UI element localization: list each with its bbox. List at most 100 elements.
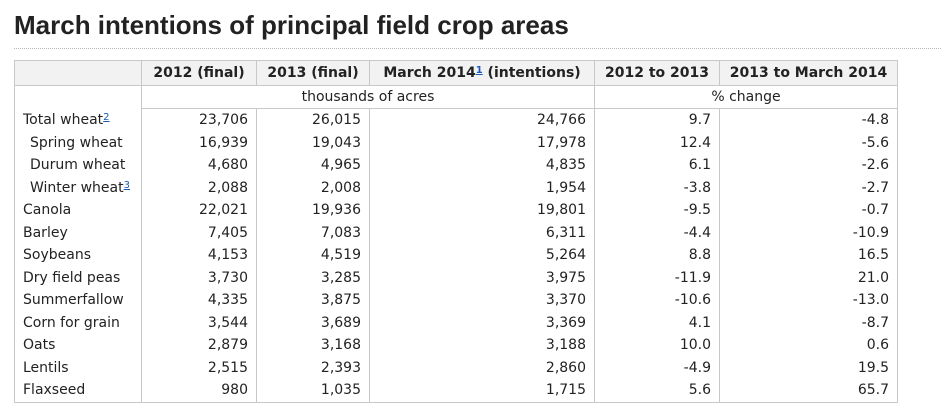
row-label-text: Spring wheat xyxy=(30,134,123,151)
row-label-text: Corn for grain xyxy=(23,314,120,331)
table-row: Dry field peas 3,730 3,285 3,975 -11.9 21.0 xyxy=(14,266,898,289)
value-2013: 1,035 xyxy=(256,379,370,403)
value-2014: 3,188 xyxy=(369,334,595,357)
value-2012: 2,515 xyxy=(141,356,257,379)
footnote-link-1[interactable]: 1 xyxy=(475,65,483,76)
change-2013-2014: 65.7 xyxy=(719,379,898,403)
value-2013: 2,008 xyxy=(256,176,370,199)
row-label-text: Summerfallow xyxy=(23,292,124,309)
change-2013-2014: -4.8 xyxy=(719,108,898,132)
footnote-link[interactable]: 2 xyxy=(103,112,110,123)
header-2014-label: March 2014 xyxy=(383,65,476,81)
table-row: Soybeans 4,153 4,519 5,264 8.8 16.5 xyxy=(14,244,898,267)
row-label: Soybeans xyxy=(14,244,142,267)
value-2013: 2,393 xyxy=(256,356,370,379)
value-2014: 1,954 xyxy=(369,176,595,199)
header-2014: March 20141 (intentions) xyxy=(369,60,595,86)
value-2013: 4,519 xyxy=(256,244,370,267)
column-header-row: 2012 (final) 2013 (final) March 20141 (i… xyxy=(14,60,898,86)
table-row: Lentils 2,515 2,393 2,860 -4.9 19.5 xyxy=(14,356,898,379)
header-2014-suffix: (intentions) xyxy=(482,65,581,81)
footnote-link[interactable]: 3 xyxy=(123,179,130,191)
table-row: Corn for grain 3,544 3,689 3,369 4.1 -8.7 xyxy=(14,311,898,334)
value-2014: 1,715 xyxy=(369,379,595,403)
table-row: Winter wheat3 2,088 2,008 1,954 -3.8 -2.7 xyxy=(14,176,898,199)
change-2012-2013: -9.5 xyxy=(594,199,720,222)
change-2012-2013: 10.0 xyxy=(594,334,720,357)
change-2012-2013: -10.6 xyxy=(594,289,720,312)
change-2012-2013: 5.6 xyxy=(594,379,720,403)
header-change-2013-2014: 2013 to March 2014 xyxy=(719,60,898,86)
value-2012: 980 xyxy=(141,379,257,403)
row-label: Dry field peas xyxy=(14,266,142,289)
row-label-text: Barley xyxy=(23,224,68,241)
table-row: Spring wheat 16,939 19,043 17,978 12.4 -5.6 xyxy=(14,131,898,154)
value-2014: 17,978 xyxy=(369,131,595,154)
value-2014: 19,801 xyxy=(369,199,595,222)
table-row: Flaxseed 980 1,035 1,715 5.6 65.7 xyxy=(14,379,898,403)
change-2013-2014: 16.5 xyxy=(719,244,898,267)
change-2013-2014: -13.0 xyxy=(719,289,898,312)
value-2012: 23,706 xyxy=(141,108,257,132)
value-2014: 5,264 xyxy=(369,244,595,267)
change-2013-2014: -8.7 xyxy=(719,311,898,334)
value-2012: 22,021 xyxy=(141,199,257,222)
footnote-fragment xyxy=(14,406,934,416)
crop-area-table: 2012 (final) 2013 (final) March 20141 (i… xyxy=(14,60,898,403)
table-row: Barley 7,405 7,083 6,311 -4.4 -10.9 xyxy=(14,221,898,244)
change-2013-2014: 0.6 xyxy=(719,334,898,357)
value-2013: 4,965 xyxy=(256,154,370,177)
unit-percent: % change xyxy=(594,85,898,109)
value-2012: 4,680 xyxy=(141,154,257,177)
row-label-text: Canola xyxy=(23,202,72,219)
row-label: Oats xyxy=(14,334,142,357)
change-2012-2013: -11.9 xyxy=(594,266,720,289)
change-2012-2013: 4.1 xyxy=(594,311,720,334)
table-row: Summerfallow 4,335 3,875 3,370 -10.6 -13.0 xyxy=(14,289,898,312)
value-2014: 2,860 xyxy=(369,356,595,379)
change-2012-2013: -4.4 xyxy=(594,221,720,244)
value-2012: 7,405 xyxy=(141,221,257,244)
row-label-text: Total wheat xyxy=(23,112,104,128)
row-label: Canola xyxy=(14,199,142,222)
row-label-text: Flaxseed xyxy=(23,382,86,399)
change-2012-2013: 6.1 xyxy=(594,154,720,177)
value-2013: 19,936 xyxy=(256,199,370,222)
change-2013-2014: -10.9 xyxy=(719,221,898,244)
table-row: Total wheat2 23,706 26,015 24,766 9.7 -4.8 xyxy=(14,108,898,132)
unit-acres: thousands of acres xyxy=(141,85,595,109)
value-2012: 4,335 xyxy=(141,289,257,312)
header-2012: 2012 (final) xyxy=(141,60,257,86)
row-label: Winter wheat3 xyxy=(14,176,142,199)
change-2013-2014: -2.6 xyxy=(719,154,898,177)
value-2012: 2,088 xyxy=(141,176,257,199)
change-2013-2014: -2.7 xyxy=(719,176,898,199)
unit-empty xyxy=(14,85,142,109)
table-body: Total wheat2 23,706 26,015 24,766 9.7 -4.8 Spr… xyxy=(14,108,898,403)
value-2014: 4,835 xyxy=(369,154,595,177)
value-2013: 3,168 xyxy=(256,334,370,357)
row-label-text: Dry field peas xyxy=(23,269,121,286)
row-label: Lentils xyxy=(14,356,142,379)
title-divider xyxy=(14,48,941,49)
change-2013-2014: -0.7 xyxy=(719,199,898,222)
value-2012: 3,730 xyxy=(141,266,257,289)
change-2013-2014: 19.5 xyxy=(719,356,898,379)
value-2013: 26,015 xyxy=(256,108,370,132)
change-2012-2013: 9.7 xyxy=(594,108,720,132)
value-2014: 3,975 xyxy=(369,266,595,289)
table-row: Canola 22,021 19,936 19,801 -9.5 -0.7 xyxy=(14,199,898,222)
value-2014: 3,369 xyxy=(369,311,595,334)
value-2013: 3,875 xyxy=(256,289,370,312)
change-2012-2013: 8.8 xyxy=(594,244,720,267)
value-2012: 16,939 xyxy=(141,131,257,154)
row-label-text: Oats xyxy=(23,337,56,354)
change-2012-2013: -4.9 xyxy=(594,356,720,379)
value-2013: 7,083 xyxy=(256,221,370,244)
value-2014: 24,766 xyxy=(369,108,595,132)
row-label-text: Winter wheat xyxy=(30,179,124,196)
table-row: Oats 2,879 3,168 3,188 10.0 0.6 xyxy=(14,334,898,357)
value-2014: 6,311 xyxy=(369,221,595,244)
row-label: Barley xyxy=(14,221,142,244)
change-2012-2013: 12.4 xyxy=(594,131,720,154)
